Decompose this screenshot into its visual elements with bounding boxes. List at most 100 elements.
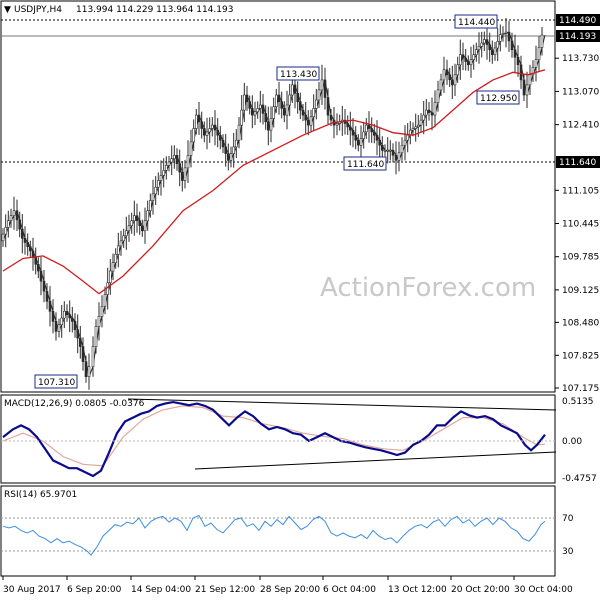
candle-body bbox=[397, 152, 401, 161]
svg-text:112.950: 112.950 bbox=[480, 94, 517, 104]
candle-body bbox=[60, 317, 64, 325]
candle-body bbox=[510, 40, 514, 51]
time-axis-label: 13 Oct 12:00 bbox=[388, 585, 447, 595]
candle-body bbox=[482, 39, 486, 44]
candle-body bbox=[378, 139, 382, 146]
candle-body bbox=[9, 215, 13, 221]
price-axis-label: 113.730 bbox=[562, 54, 599, 64]
candle-body bbox=[57, 324, 61, 332]
candle-body bbox=[493, 47, 497, 55]
macd-axis-label: 0.5135 bbox=[562, 397, 594, 407]
candle-body bbox=[317, 89, 321, 101]
macd-trendline-lower bbox=[194, 451, 557, 470]
candle-body bbox=[356, 139, 360, 146]
macd-axis-label: 0.00 bbox=[562, 437, 582, 447]
candle-body bbox=[248, 101, 251, 109]
dropdown-arrow-icon[interactable]: ▼ bbox=[4, 5, 11, 15]
candle-body bbox=[456, 64, 460, 76]
candle-body bbox=[306, 119, 310, 126]
candle-body bbox=[167, 161, 171, 166]
candle-body bbox=[312, 108, 316, 118]
candle-body bbox=[436, 89, 440, 103]
candle-body bbox=[154, 186, 157, 195]
moving-average-line bbox=[2, 69, 546, 295]
candle-body bbox=[1, 233, 5, 242]
candle-body bbox=[18, 219, 22, 230]
candle-body bbox=[264, 113, 268, 123]
candle-body bbox=[227, 153, 230, 161]
candle-body bbox=[528, 74, 532, 86]
candle-body bbox=[453, 74, 457, 86]
candle-body bbox=[48, 300, 52, 312]
candle-body bbox=[323, 79, 327, 98]
time-axis-label: 20 Oct 20:00 bbox=[451, 585, 510, 595]
candle-body bbox=[114, 254, 117, 264]
candle-body bbox=[224, 146, 227, 154]
candle-body bbox=[256, 108, 260, 113]
svg-text:114.490: 114.490 bbox=[559, 16, 596, 26]
candle-body bbox=[141, 225, 144, 232]
candle-body bbox=[474, 49, 478, 56]
candle-body bbox=[367, 124, 371, 129]
candle-body bbox=[445, 69, 449, 76]
candle-body bbox=[189, 141, 193, 156]
candle-body bbox=[346, 123, 350, 128]
candle-body bbox=[208, 128, 211, 133]
candle-body bbox=[411, 128, 415, 131]
candle-body bbox=[192, 128, 195, 143]
price-axis-label: 107.825 bbox=[562, 351, 599, 361]
candle-body bbox=[540, 34, 544, 48]
candle-group bbox=[1, 18, 544, 390]
candle-body bbox=[186, 155, 190, 169]
candle-body bbox=[253, 111, 257, 116]
macd-axis-label: -0.4757 bbox=[562, 474, 597, 484]
candle-body bbox=[351, 129, 355, 136]
price-axis-label: 111.105 bbox=[562, 186, 599, 196]
candle-body bbox=[304, 114, 308, 121]
candle-body bbox=[45, 290, 49, 302]
candle-body bbox=[375, 134, 379, 141]
candle-body bbox=[469, 59, 473, 66]
candle-body bbox=[94, 326, 98, 347]
candle-body bbox=[76, 329, 79, 339]
price-axis-label: 108.480 bbox=[562, 318, 599, 328]
candle-body bbox=[12, 210, 16, 216]
candle-body bbox=[100, 305, 104, 317]
candle-body bbox=[4, 227, 7, 235]
candle-body bbox=[28, 246, 32, 252]
candle-body bbox=[117, 245, 120, 255]
candle-body bbox=[416, 124, 420, 128]
candle-body bbox=[81, 346, 85, 362]
candle-body bbox=[516, 56, 520, 66]
macd-trendline-upper bbox=[127, 398, 557, 411]
candle-body bbox=[111, 262, 115, 272]
svg-text:111.640: 111.640 bbox=[347, 160, 384, 170]
candle-body bbox=[7, 220, 10, 228]
candle-body bbox=[106, 282, 109, 295]
candle-body bbox=[272, 106, 276, 119]
macd-axis: 0.5135 0.00 -0.4757 bbox=[1, 397, 597, 484]
candle-body bbox=[23, 238, 27, 243]
candle-body bbox=[36, 263, 40, 272]
candle-body bbox=[181, 171, 184, 181]
candle-body bbox=[243, 94, 246, 111]
candle-body bbox=[496, 40, 500, 49]
candle-body bbox=[288, 94, 292, 106]
time-axis-label: 6 Sep 20:00 bbox=[67, 585, 122, 595]
candle-body bbox=[442, 69, 446, 81]
candle-body bbox=[430, 112, 434, 116]
candle-body bbox=[251, 108, 254, 116]
svg-text:111.640: 111.640 bbox=[559, 158, 596, 168]
candle-body bbox=[522, 79, 526, 96]
candle-body bbox=[266, 121, 270, 131]
candle-body bbox=[461, 54, 465, 59]
candle-body bbox=[314, 99, 318, 109]
candle-body bbox=[133, 215, 136, 221]
candle-body bbox=[348, 126, 352, 131]
candle-body bbox=[394, 155, 398, 161]
candle-body bbox=[162, 170, 165, 176]
candle-body bbox=[183, 167, 187, 181]
price-axis: 113.730 113.070 112.410 111.105 110.445 109.7… bbox=[555, 54, 599, 394]
candle-body bbox=[205, 131, 209, 136]
